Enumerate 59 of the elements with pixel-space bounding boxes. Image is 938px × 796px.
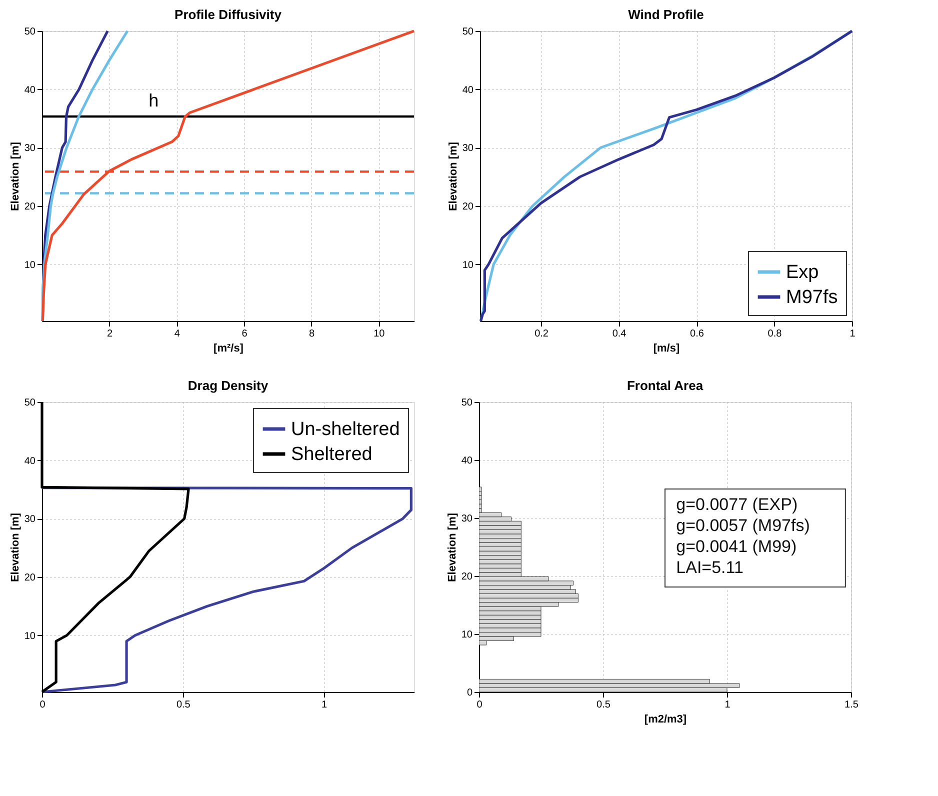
x-tick-label: 0.2	[534, 328, 549, 340]
x-tick-label: 0.5	[596, 700, 611, 710]
y-tick-label: 50	[24, 398, 36, 408]
x-axis-title: [m/s]	[653, 342, 680, 354]
y-tick-label: 10	[462, 260, 474, 271]
x-tick-label: 0.4	[612, 328, 627, 340]
y-axis-title: Elevation [m]	[9, 512, 22, 582]
chart-title: Wind Profile	[628, 7, 704, 22]
chart-title: Frontal Area	[626, 378, 704, 393]
x-tick-label: 1	[850, 328, 856, 340]
x-tick-label: 0.8	[768, 328, 782, 340]
x-tick-label: 10	[374, 328, 386, 340]
y-tick-label: 20	[24, 572, 36, 584]
annotation: LAI=5.11	[676, 558, 744, 577]
legend-label: M97fs	[786, 287, 838, 308]
y-axis-title: Elevation [m]	[446, 512, 458, 582]
y-tick-label: 30	[462, 143, 474, 154]
x-tick-label: 0	[40, 700, 46, 710]
y-tick-label: 40	[462, 84, 474, 96]
x-tick-label: 4	[174, 328, 180, 340]
x-tick-label: 6	[242, 328, 248, 340]
y-tick-label: 10	[461, 630, 473, 640]
y-tick-label: 40	[24, 84, 36, 96]
x-tick-label: 0.6	[690, 328, 704, 340]
y-tick-label: 40	[24, 456, 36, 467]
ref-line-label: h	[148, 90, 159, 110]
legend-label: Un-sheltered	[291, 419, 400, 440]
x-tick-label: 1	[724, 700, 731, 710]
y-tick-label: 20	[461, 572, 473, 582]
y-tick-label: 10	[24, 260, 36, 271]
chart-title: Profile Diffusivity	[174, 7, 282, 22]
chart-title: Drag Density	[188, 378, 269, 393]
y-tick-label: 50	[462, 26, 474, 38]
x-tick-label: 1.5	[844, 700, 859, 710]
y-axis-title: Elevation [m]	[447, 142, 460, 212]
y-tick-label: 30	[24, 143, 36, 154]
y-tick-label: 30	[461, 514, 473, 524]
x-tick-label: 2	[107, 328, 114, 340]
legend-label: Exp	[786, 262, 819, 283]
annotation: g=0.0057 (M97fs)	[676, 516, 810, 535]
x-tick-label: 8	[309, 328, 316, 340]
x-tick-label: 1	[322, 700, 328, 710]
y-tick-label: 30	[24, 514, 36, 526]
y-tick-label: 20	[24, 202, 36, 213]
annotation: g=0.0041 (M99)	[676, 537, 797, 556]
x-axis-title: [m2/m3]	[644, 714, 687, 726]
x-tick-label: 0	[476, 700, 483, 710]
y-tick-label: 40	[461, 456, 473, 466]
annotation: g=0.0077 (EXP)	[676, 495, 798, 514]
legend-label: Sheltered	[291, 444, 372, 465]
y-tick-label: 20	[462, 202, 474, 213]
line-series	[41, 30, 416, 322]
x-tick-label: 0.5	[176, 700, 191, 710]
x-axis-title: [m²/s]	[214, 342, 244, 354]
y-axis-title: Elevation [m]	[9, 142, 22, 212]
y-tick-label: 10	[24, 630, 36, 642]
y-tick-label: 50	[461, 398, 473, 408]
y-tick-label: 50	[24, 26, 36, 38]
y-tick-label: 0	[466, 688, 473, 698]
